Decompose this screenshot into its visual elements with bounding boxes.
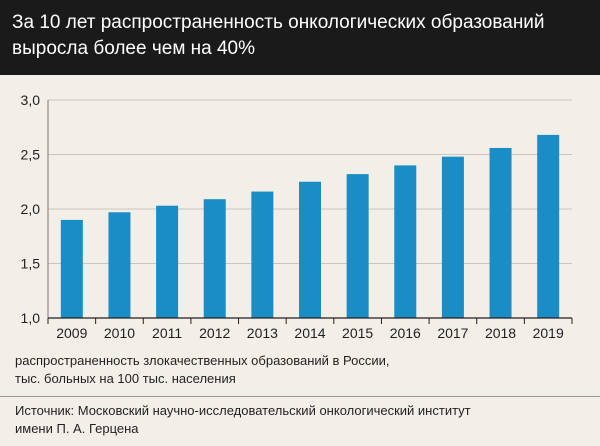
bar	[203, 199, 226, 318]
x-tick-label: 2012	[199, 325, 230, 341]
bar	[346, 174, 369, 318]
x-tick-label: 2009	[56, 325, 87, 341]
x-tick-label: 2016	[390, 325, 421, 341]
x-tick-label: 2017	[437, 325, 468, 341]
source-line-2: имени П. А. Герцена	[15, 421, 139, 436]
y-tick-label: 2,0	[21, 201, 41, 217]
bar	[60, 219, 83, 318]
bar	[251, 191, 274, 318]
y-tick-label: 2,5	[21, 147, 41, 163]
x-tick-label: 2019	[533, 325, 564, 341]
chart-caption-line-1: распространенность злокачественных образ…	[15, 353, 390, 368]
source-line-1: Источник: Московский научно-исследовател…	[15, 403, 471, 418]
y-tick-label: 1,0	[21, 310, 41, 326]
bar	[156, 205, 179, 318]
x-tick-label: 2011	[152, 325, 182, 341]
chart-title: За 10 лет распространенность онкологичес…	[0, 0, 600, 75]
x-tick-label: 2013	[247, 325, 278, 341]
bar	[441, 156, 464, 318]
chart-title-line-2: выросла более чем на 40%	[12, 38, 256, 59]
source-note: Источник: Московский научно-исследовател…	[15, 402, 471, 438]
chart-caption-line-2: тыс. больных на 100 тыс. населения	[15, 371, 236, 386]
x-tick-label: 2018	[485, 325, 516, 341]
divider	[0, 396, 600, 397]
bar-chart: 1,0 1,5 2,0 2,5 3,0 2009 2010 2011 2012 2013 2014 2…	[21, 92, 573, 341]
bar	[489, 147, 512, 318]
x-tick-label: 2010	[104, 325, 135, 341]
bar	[394, 165, 417, 318]
bar	[108, 212, 131, 318]
y-tick-label: 3,0	[21, 92, 41, 108]
bar	[299, 181, 321, 318]
x-tick-label: 2014	[294, 325, 325, 341]
bar	[537, 134, 560, 318]
chart-caption: распространенность злокачественных образ…	[15, 352, 390, 388]
chart-title-line-1: За 10 лет распространенность онкологичес…	[12, 12, 545, 33]
y-tick-label: 1,5	[21, 256, 41, 272]
x-tick-label: 2015	[342, 325, 373, 341]
